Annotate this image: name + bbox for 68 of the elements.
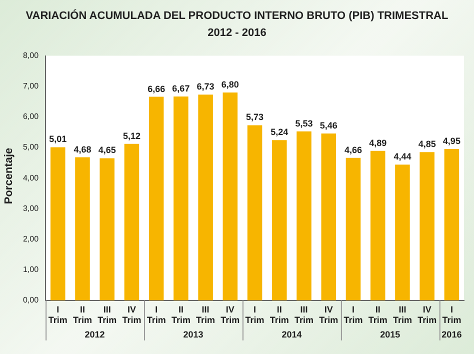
- text: 2013: [183, 329, 204, 340]
- x-tick-label: III Trim: [98, 304, 117, 326]
- y-tick-label: 1,00: [22, 265, 40, 274]
- bar: [50, 147, 66, 300]
- data-label: 4,65: [98, 145, 116, 156]
- data-label: 4,89: [369, 138, 387, 148]
- y-axis-title: Porcentaje: [3, 146, 15, 206]
- text: 2015: [380, 329, 400, 340]
- y-tick-label: 3,00: [22, 204, 40, 213]
- x-tick-label: II Trim: [368, 304, 388, 326]
- data-label: 4,85: [418, 139, 436, 150]
- data-label: 4,68: [74, 144, 92, 154]
- data-label: 4,95: [442, 136, 460, 146]
- data-label: 5,01: [49, 134, 67, 144]
- text: 2014: [282, 329, 302, 340]
- data-label: 6,66: [148, 84, 166, 94]
- x-tick-label: I Trim: [442, 304, 462, 326]
- data-label: 5,12: [122, 130, 140, 141]
- x-tick-label: III Trim: [392, 304, 412, 326]
- x-tick-label: IV Trim: [319, 304, 338, 326]
- bar: [321, 133, 336, 300]
- data-label: 6,80: [221, 79, 239, 90]
- data-label: 6,73: [196, 82, 214, 92]
- data-label: 4,66: [344, 144, 362, 155]
- data-label: 4,44: [394, 152, 412, 162]
- x-tick-label: II Trim: [171, 304, 190, 326]
- x-tick-label: II Trim: [72, 304, 92, 326]
- x-tick-label: I Trim: [344, 304, 363, 326]
- chart-subtitle: 2012 - 2016: [206, 26, 268, 41]
- bar: [444, 149, 460, 300]
- x-tick-label: III Trim: [196, 304, 216, 326]
- chart-title: VARIACIÓN ACUMULADA DEL PRODUCTO INTERNO BRUTO (PIB) TRIMESTRAL: [24, 8, 450, 24]
- bar: [272, 140, 287, 300]
- bar: [346, 158, 361, 300]
- x-tick-label: IV Trim: [220, 304, 240, 326]
- y-tick-label: 7,00: [22, 82, 40, 91]
- x-tick-label: IV Trim: [418, 304, 437, 326]
- bar: [420, 152, 434, 300]
- bar: [174, 96, 188, 300]
- bar: [247, 125, 262, 300]
- text: 2016: [442, 329, 462, 340]
- y-tick-label: 4,00: [22, 173, 40, 182]
- x-tick-label: I Trim: [245, 304, 264, 326]
- bar: [296, 131, 312, 300]
- bar: [395, 164, 410, 300]
- bar: [100, 158, 114, 300]
- y-tick-label: 0,00: [22, 296, 40, 305]
- bar: [148, 96, 164, 300]
- data-label: 5,53: [295, 118, 313, 128]
- data-label: 5,24: [270, 127, 288, 138]
- data-label: 5,46: [320, 120, 338, 130]
- x-tick-label: IV Trim: [122, 304, 142, 326]
- bar: [222, 92, 238, 300]
- x-tick-label: III Trim: [294, 304, 314, 326]
- y-tick-label: 5,00: [22, 142, 40, 152]
- y-tick-label: 8,00: [22, 51, 40, 60]
- bar: [198, 94, 213, 300]
- y-tick-label: 2,00: [22, 234, 40, 244]
- bar: [75, 157, 90, 300]
- bar: [370, 150, 386, 300]
- x-tick-label: I Trim: [48, 304, 68, 326]
- x-tick-label: II Trim: [270, 304, 289, 326]
- data-label: 5,73: [246, 112, 264, 122]
- bar: [124, 144, 140, 300]
- y-tick-label: 6,00: [22, 112, 40, 122]
- data-label: 6,67: [172, 83, 190, 94]
- text: 2012: [84, 329, 105, 340]
- x-tick-label: I Trim: [146, 304, 166, 326]
